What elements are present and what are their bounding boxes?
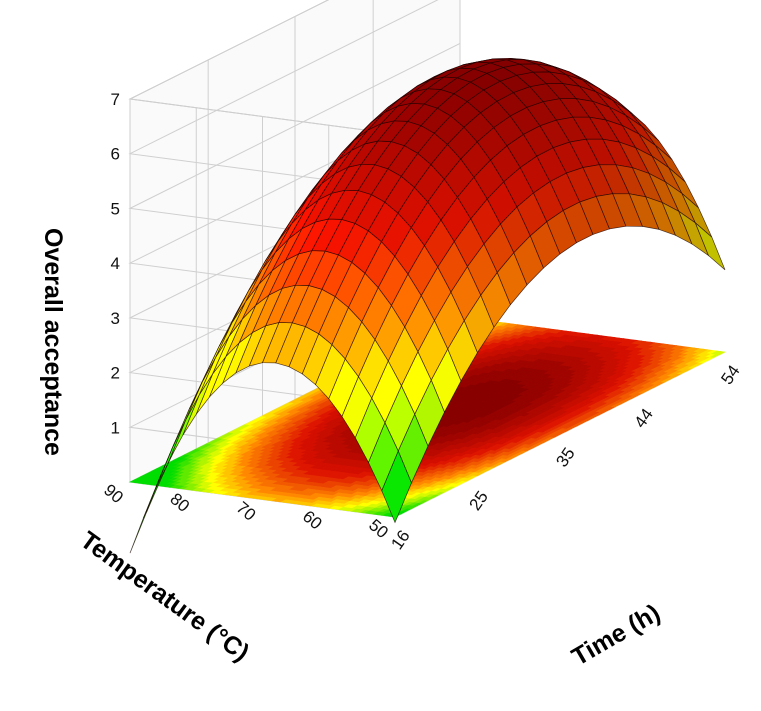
x-tick-label: 35 xyxy=(552,444,578,470)
z-tick-label: 7 xyxy=(111,90,120,109)
y-tick-label: 80 xyxy=(166,489,193,516)
z-tick-label: 2 xyxy=(111,364,120,383)
y-tick-label: 60 xyxy=(299,507,326,534)
x-tick-label: 16 xyxy=(387,527,413,553)
x-tick-label: 54 xyxy=(717,362,743,388)
z-tick-label: 6 xyxy=(111,145,120,164)
z-axis-title: Overall acceptance xyxy=(39,228,67,456)
x-tick-label: 44 xyxy=(630,405,656,431)
y-axis-title: Temperature (°C) xyxy=(75,526,254,667)
y-tick-label: 90 xyxy=(100,480,127,507)
x-tick-label: 25 xyxy=(465,488,491,514)
z-tick-label: 4 xyxy=(111,254,120,273)
y-tick-label: 50 xyxy=(365,515,392,542)
surface-patch xyxy=(694,222,726,271)
surface-mesh xyxy=(129,58,726,554)
y-tick-label: 70 xyxy=(233,498,260,525)
z-tick-label: 1 xyxy=(111,418,120,437)
z-tick-label: 5 xyxy=(111,199,120,218)
z-tick-label: 3 xyxy=(111,309,120,328)
x-axis-title: Time (h) xyxy=(567,599,665,672)
